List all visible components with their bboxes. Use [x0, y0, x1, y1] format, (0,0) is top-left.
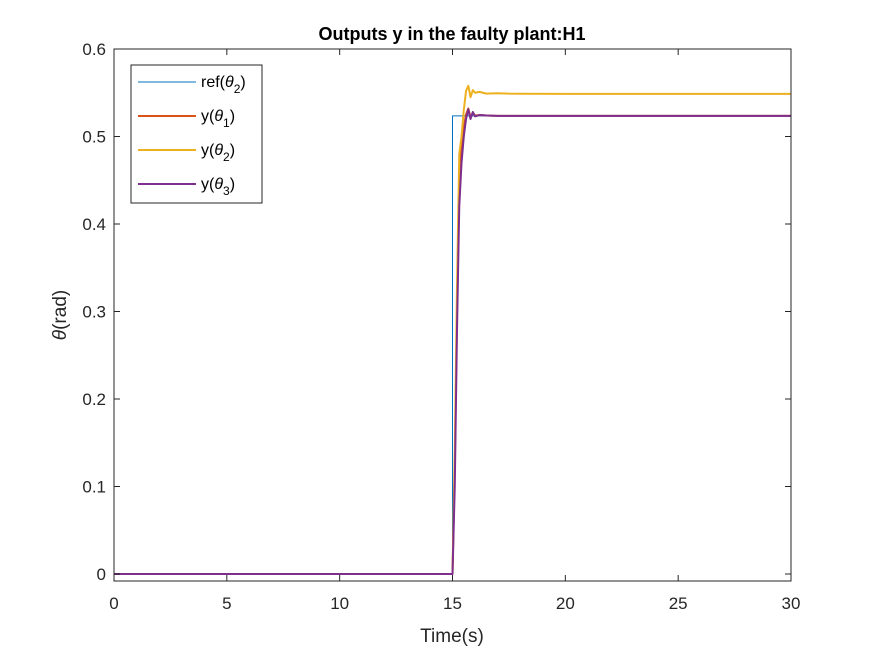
x-tick-label: 0	[109, 594, 118, 613]
x-axis-label: Time(s)	[420, 626, 484, 647]
x-tick-label: 20	[556, 594, 575, 613]
legend: ref(θ2)y(θ1)y(θ2)y(θ3)	[130, 64, 263, 204]
y-tick-label: 0.4	[82, 215, 106, 234]
ticks-layer: 0 5 10 15 20 25 30 0 0.1 0.2 0.3 0.4 0.5 0.6	[82, 40, 800, 613]
x-tick-label: 25	[669, 594, 688, 613]
legend-label-ref2: ref(θ2)	[201, 74, 246, 96]
legend-close: )	[230, 108, 235, 125]
legend-subscript: 3	[223, 184, 230, 198]
x-tick-label: 15	[443, 594, 462, 613]
legend-box	[130, 64, 263, 204]
legend-subscript: 1	[223, 116, 230, 130]
legend-prefix: ref(	[201, 74, 226, 91]
legend-prefix: y(	[201, 108, 215, 125]
y-tick-label: 0.5	[82, 128, 106, 147]
legend-label-y2: y(θ2)	[201, 142, 235, 164]
x-tick-label: 5	[222, 594, 231, 613]
y-tick-label: 0.6	[82, 40, 106, 59]
legend-theta: θ	[214, 176, 223, 193]
legend-theta: θ	[225, 74, 234, 91]
x-tick-label: 10	[330, 594, 349, 613]
legend-prefix: y(	[201, 176, 215, 193]
legend-theta: θ	[214, 108, 223, 125]
series-line-y3	[114, 108, 791, 575]
y-tick-label: 0	[97, 565, 106, 584]
chart-title: Outputs y in the faulty plant:H1	[318, 24, 585, 44]
legend-close: )	[240, 74, 245, 91]
y-tick-label: 0.3	[82, 303, 106, 322]
y-tick-label: 0.2	[82, 390, 106, 409]
legend-label-y1: y(θ1)	[201, 108, 235, 130]
x-tick-label: 30	[782, 594, 801, 613]
y-tick-label: 0.1	[82, 478, 106, 497]
legend-theta: θ	[214, 142, 223, 159]
legend-close: )	[230, 142, 235, 159]
series-layer	[114, 84, 791, 575]
y-axis-label: θ(rad)	[50, 290, 71, 340]
legend-label-y3: y(θ3)	[201, 176, 235, 198]
y-label-theta: θ	[50, 329, 71, 340]
legend-subscript: 2	[234, 82, 241, 96]
y-label-rest: (rad)	[50, 290, 71, 330]
legend-prefix: y(	[201, 142, 215, 159]
legend-close: )	[230, 176, 235, 193]
legend-subscript: 2	[223, 150, 230, 164]
